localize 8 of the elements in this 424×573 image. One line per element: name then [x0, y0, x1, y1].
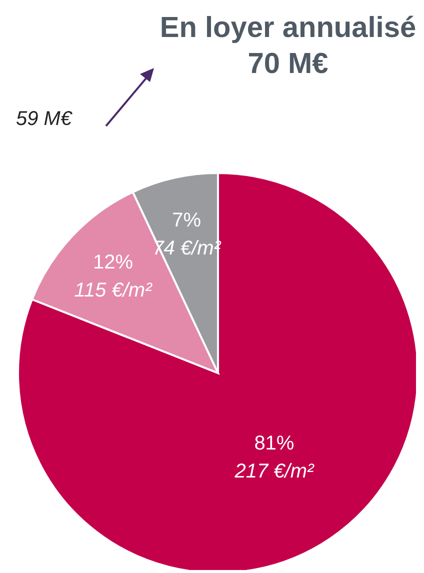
slice-label: 217 €/m² [234, 460, 316, 483]
chart-subtitle: 70 M€ [246, 47, 330, 82]
chart-title: En loyer annualisé [158, 11, 418, 46]
text: 59 M€ [16, 108, 72, 131]
slice-label: 115 €/m² [74, 279, 154, 302]
data-label: 12% [93, 251, 134, 274]
data-label: 7% [172, 209, 202, 232]
data-label: 81% [254, 432, 294, 455]
